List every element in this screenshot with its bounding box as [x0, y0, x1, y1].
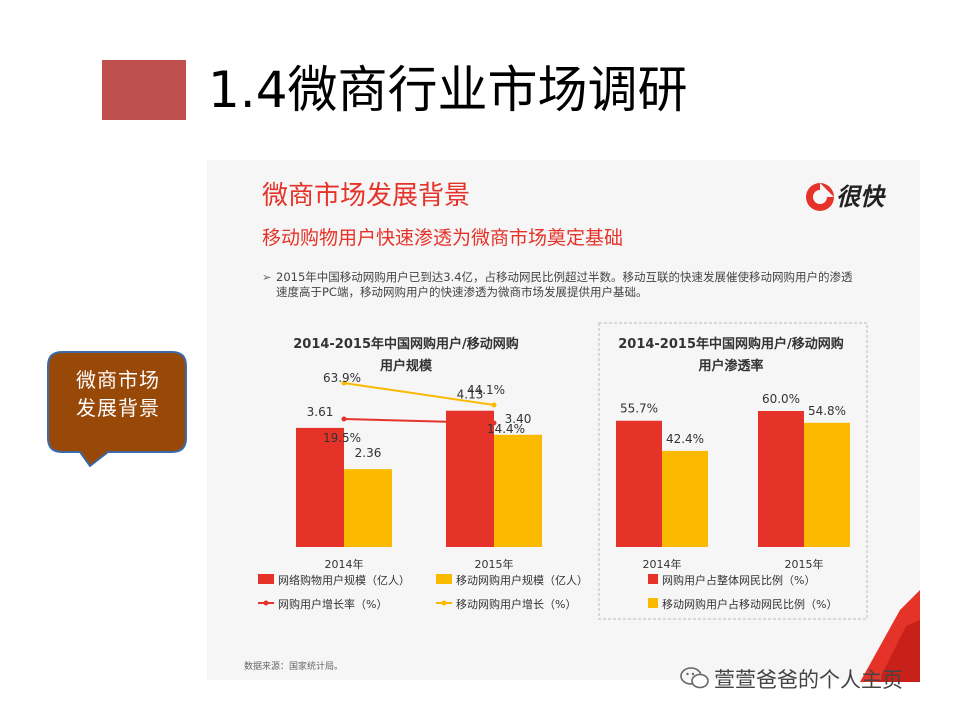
penetration-legend-swatch-1 [648, 598, 658, 608]
bar-mobile-1 [494, 434, 542, 547]
chart2-title-line-2: 用户渗透率 [698, 359, 764, 374]
chart1-title-line-2: 用户规模 [379, 359, 432, 374]
wechat-icon [680, 667, 709, 689]
bullet-line-2: 速度高于PC端，移动网购用户的快速渗透为微商市场发展提供用户基础。 [276, 285, 648, 299]
chart2-title: 2014-2015年中国网购用户/移动网购 用户渗透率 [604, 334, 858, 378]
penetration-label-0-1: 60.0% [762, 392, 800, 406]
penetration-category-0: 2014年 [643, 557, 682, 571]
chart1-title: 2014-2015年中国网购用户/移动网购 用户规模 [236, 334, 576, 378]
legend-swatch-1 [436, 574, 452, 584]
growth-point-1-1 [491, 402, 497, 408]
bullet-arrow-icon: ➢ [262, 270, 272, 284]
chart2-frame [598, 322, 868, 620]
legend-label-2: 网购用户增长率（%） [278, 597, 387, 611]
growth-label-online-0: 19.5% [323, 431, 361, 445]
growth-point-0-1 [491, 420, 497, 426]
legend-label-1: 移动网购用户规模（亿人） [456, 573, 588, 587]
bar-label-1-1: 3.40 [505, 412, 532, 426]
growth-label-mobile-0: 63.9% [323, 371, 361, 385]
corner-decoration [860, 590, 920, 682]
category-label-1: 2015年 [475, 557, 514, 571]
penetration-label-1-1: 54.8% [808, 404, 846, 418]
growth-line-0 [343, 418, 495, 424]
legend-dot-3 [441, 600, 447, 606]
penetration-chart: 55.7% 42.4% 2014年 60.0% 54.8% 2015年网购用户占整体网民比… [598, 322, 868, 620]
chart2-title-line-1: 2014-2015年中国网购用户/移动网购 [618, 337, 844, 352]
growth-point-0-0 [341, 416, 347, 422]
chart1-title-line-1: 2014-2015年中国网购用户/移动网购 [293, 337, 519, 352]
penetration-bar-0-1 [758, 411, 804, 547]
legend-dot-2 [263, 600, 269, 606]
penetration-label-1-0: 42.4% [666, 432, 704, 446]
growth-label-mobile-1: 44.1% [467, 383, 505, 397]
legend-swatch-0 [258, 574, 274, 584]
category-label-0: 2014年 [325, 557, 364, 571]
growth-point-1-0 [341, 380, 347, 386]
bar-mobile-0 [344, 469, 392, 547]
title-accent-block [102, 60, 186, 120]
logo-text: 很快 [836, 183, 884, 211]
callout-line-2: 发展背景 [76, 396, 160, 420]
bar-online-1 [446, 410, 494, 547]
card-heading: 微商市场发展背景 [262, 181, 471, 211]
penetration-bar-1-0 [662, 450, 708, 547]
page-number: 4 [876, 672, 883, 683]
user-scale-chart: 3.61 2.36 2014年 4.13 3.40 2015年 63.9% 44.1% 19.5… [258, 371, 588, 611]
callout-text: 微商市场 发展背景 [52, 366, 184, 422]
bar-label-0-1: 4.13 [457, 388, 484, 402]
growth-label-online-1: 14.4% [487, 422, 525, 436]
penetration-legend-label-1: 移动网购用户占移动网民比例（%） [662, 597, 837, 611]
penetration-bar-1-1 [804, 422, 850, 547]
growth-line-1 [343, 382, 495, 406]
legend-label-3: 移动网购用户增长（%） [456, 597, 576, 611]
watermark-text: 萱萱爸爸的个人主页 [714, 668, 903, 692]
penetration-category-1: 2015年 [785, 557, 824, 571]
penetration-legend-label-0: 网购用户占整体网民比例（%） [662, 573, 815, 587]
bar-label-1-0: 2.36 [355, 446, 382, 460]
bar-label-0-0: 3.61 [307, 405, 334, 419]
callout-line-1: 微商市场 [76, 368, 160, 392]
card-subheading: 移动购物用户快速渗透为微商市场奠定基础 [262, 227, 624, 249]
kuai-logo-icon [806, 183, 834, 211]
penetration-label-0-0: 55.7% [620, 402, 658, 416]
data-source: 数据来源：国家统计局。 [244, 662, 344, 672]
penetration-legend-swatch-0 [648, 574, 658, 584]
bar-online-0 [296, 427, 344, 547]
legend-label-0: 网络购物用户规模（亿人） [278, 573, 410, 587]
penetration-bar-0-0 [616, 420, 662, 547]
slide-title: 1.4微商行业市场调研 [208, 61, 688, 119]
bullet-line-1: 2015年中国移动网购用户已到达3.4亿，占移动网民比例超过半数。移动互联的快速… [276, 270, 853, 284]
